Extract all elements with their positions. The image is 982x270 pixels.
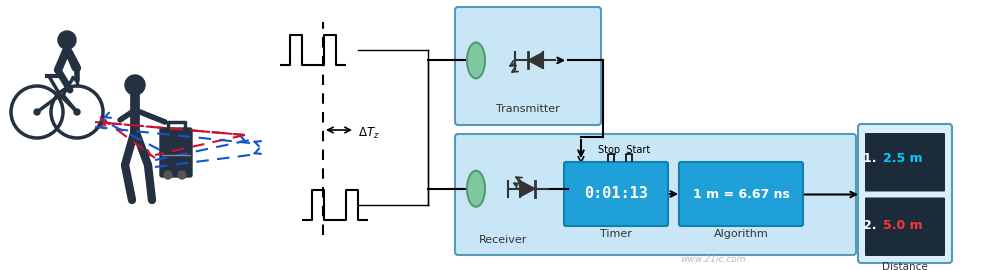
Polygon shape (520, 181, 535, 197)
Circle shape (58, 31, 76, 49)
Text: www.21ic.com: www.21ic.com (680, 255, 745, 264)
Circle shape (164, 171, 172, 179)
Circle shape (178, 171, 186, 179)
FancyBboxPatch shape (564, 162, 668, 226)
FancyBboxPatch shape (679, 162, 803, 226)
Text: 1.: 1. (863, 153, 881, 166)
Text: Transmitter: Transmitter (496, 104, 560, 114)
FancyBboxPatch shape (455, 134, 856, 255)
FancyBboxPatch shape (160, 128, 192, 177)
Text: Timer: Timer (600, 229, 632, 239)
FancyBboxPatch shape (858, 124, 952, 263)
Text: 5.0 m: 5.0 m (883, 219, 923, 232)
Ellipse shape (467, 42, 485, 78)
Text: Algorithm: Algorithm (714, 229, 768, 239)
FancyBboxPatch shape (865, 133, 945, 191)
FancyBboxPatch shape (455, 7, 601, 125)
Text: 2.: 2. (863, 219, 881, 232)
Text: Stop  Start: Stop Start (598, 145, 650, 155)
FancyBboxPatch shape (865, 197, 945, 256)
Circle shape (34, 109, 40, 115)
Text: 1 m = 6.67 ns: 1 m = 6.67 ns (692, 187, 790, 201)
Circle shape (125, 75, 145, 95)
Text: $\Delta T_z$: $\Delta T_z$ (358, 126, 380, 141)
Polygon shape (528, 52, 543, 68)
Text: 2.5 m: 2.5 m (883, 153, 923, 166)
Text: Distance: Distance (882, 262, 928, 270)
Text: Receiver: Receiver (479, 235, 527, 245)
Ellipse shape (467, 171, 485, 207)
Text: 0:01:13: 0:01:13 (584, 187, 648, 201)
Circle shape (74, 109, 80, 115)
